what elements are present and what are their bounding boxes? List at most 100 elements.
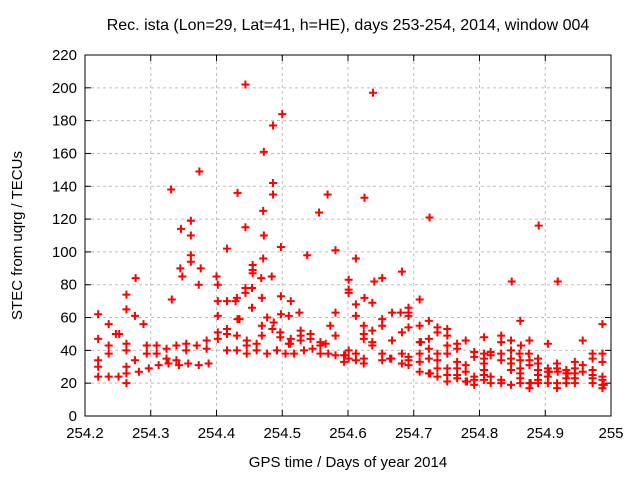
data-point-marker (359, 359, 368, 368)
data-point-marker (290, 349, 299, 358)
data-point-marker (416, 338, 425, 347)
data-point-marker (122, 369, 131, 378)
data-point-marker (526, 379, 535, 388)
data-point-marker (486, 351, 495, 360)
y-tick-label: 220 (52, 47, 77, 64)
data-point-marker (259, 231, 268, 240)
data-point-marker (321, 339, 330, 348)
data-point-marker (175, 361, 184, 370)
data-point-marker (202, 336, 211, 345)
data-point-marker (433, 356, 442, 365)
data-point-marker (397, 267, 406, 276)
data-point-marker (388, 336, 397, 345)
data-point-marker (426, 369, 435, 378)
data-point-marker (360, 293, 369, 302)
data-point-marker (257, 274, 266, 283)
data-point-marker (525, 336, 534, 345)
data-point-marker (235, 315, 244, 324)
data-point-marker (331, 308, 340, 317)
data-point-marker (308, 344, 317, 353)
data-point-marker (223, 244, 232, 253)
data-point-marker (299, 346, 308, 355)
data-point-marker (331, 351, 340, 360)
data-point-marker (223, 297, 232, 306)
data-point-marker (326, 321, 335, 330)
data-point-marker (331, 246, 340, 255)
data-point-marker (122, 290, 131, 299)
data-point-marker (176, 224, 185, 233)
x-tick-label: 254.8 (461, 425, 499, 442)
data-point-marker (130, 356, 139, 365)
data-point-marker (122, 305, 131, 314)
data-point-marker (443, 331, 452, 340)
y-tick-label: 0 (69, 408, 77, 425)
data-point-marker (104, 349, 113, 358)
data-point-marker (286, 339, 295, 348)
data-point-marker (94, 362, 103, 371)
data-point-marker (316, 341, 325, 350)
y-tick-label: 40 (60, 342, 77, 359)
data-point-marker (340, 357, 349, 366)
data-point-marker (269, 178, 278, 187)
data-point-marker (286, 297, 295, 306)
data-point-marker (295, 308, 304, 317)
data-point-marker (378, 274, 387, 283)
x-tick-label: 254.5 (263, 425, 301, 442)
data-point-marker (344, 275, 353, 284)
data-point-marker (553, 277, 562, 286)
data-point-marker (259, 147, 268, 156)
data-point-marker (598, 384, 607, 393)
x-tick-label: 254.7 (395, 425, 433, 442)
data-point-marker (242, 349, 251, 358)
data-point-marker (443, 341, 452, 350)
data-point-marker (424, 334, 433, 343)
x-tick-label: 254.2 (66, 425, 104, 442)
data-point-marker (315, 208, 324, 217)
data-point-marker (213, 311, 222, 320)
data-point-marker (396, 308, 405, 317)
data-point-marker (323, 190, 332, 199)
data-point-marker (598, 357, 607, 366)
data-point-marker (425, 213, 434, 222)
data-point-marker (114, 372, 123, 381)
data-point-marker (134, 367, 143, 376)
x-tick-label: 254.4 (198, 425, 236, 442)
data-point-marker (263, 349, 272, 358)
data-point-marker (248, 303, 257, 312)
data-point-marker (104, 341, 113, 350)
data-point-marker (257, 321, 266, 330)
data-point-marker (404, 323, 413, 332)
data-point-marker (578, 336, 587, 345)
data-point-marker (186, 257, 195, 266)
data-point-marker (130, 311, 139, 320)
data-point-marker (397, 349, 406, 358)
data-point-marker (433, 328, 442, 337)
data-point-marker (276, 310, 285, 319)
data-point-marker (186, 216, 195, 225)
y-tick-label: 20 (60, 375, 77, 392)
data-point-marker (331, 331, 340, 340)
y-axis-label: STEC from uqrg / TECUs (9, 151, 26, 320)
data-point-marker (196, 264, 205, 273)
data-point-marker (507, 366, 516, 375)
data-point-marker (598, 320, 607, 329)
data-point-marker (453, 374, 462, 383)
data-point-marker (360, 193, 369, 202)
data-point-marker (525, 361, 534, 370)
data-point-marker (424, 344, 433, 353)
data-point-marker (296, 336, 305, 345)
data-point-marker (415, 321, 424, 330)
data-point-marker (370, 277, 379, 286)
y-tick-label: 140 (52, 178, 77, 195)
data-point-marker (104, 372, 113, 381)
data-point-marker (415, 367, 424, 376)
data-point-marker (433, 364, 442, 373)
data-point-marker (424, 354, 433, 363)
data-point-marker (433, 372, 442, 381)
data-point-marker (516, 316, 525, 325)
data-point-marker (578, 367, 587, 376)
data-point-marker (94, 372, 103, 381)
